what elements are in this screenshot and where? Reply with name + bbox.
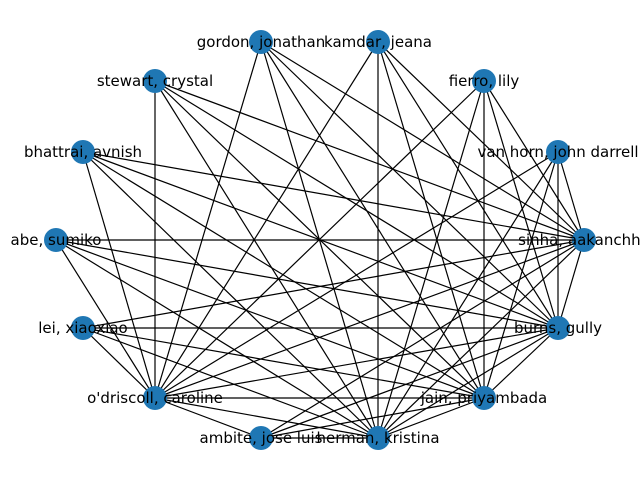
node-stewart[interactable] xyxy=(143,69,167,93)
edge-vanhorn-jain xyxy=(483,151,559,399)
edge-fierro-odriscoll xyxy=(154,80,485,399)
edge-bhattrai-odriscoll xyxy=(82,151,156,399)
node-burns[interactable] xyxy=(546,316,570,340)
edge-ambite-odriscoll xyxy=(154,397,262,439)
node-label-burns: burns, gully xyxy=(514,319,602,337)
graph-nodes xyxy=(44,30,596,450)
node-label-sinha: sinha, aakanchha xyxy=(518,231,640,249)
edge-vanhorn-herman xyxy=(377,151,559,439)
node-vanhorn[interactable] xyxy=(546,140,570,164)
edge-ambite-jain xyxy=(260,397,485,439)
edge-vanhorn-sinha xyxy=(557,151,585,241)
node-label-odriscoll: o'driscoll, caroline xyxy=(87,389,223,407)
edge-bhattrai-herman xyxy=(82,151,379,439)
node-label-vanhorn: van horn, john darrell xyxy=(477,143,638,161)
edge-burns-jain xyxy=(483,327,559,399)
node-herman[interactable] xyxy=(366,426,390,450)
node-kamdar[interactable] xyxy=(366,30,390,54)
node-label-kamdar: kamdar, jeana xyxy=(324,33,432,51)
node-label-fierro: fierro, lily xyxy=(449,72,520,90)
node-lei[interactable] xyxy=(71,316,95,340)
node-label-gordon: gordon, jonathan xyxy=(197,33,325,51)
edge-abe-odriscoll xyxy=(55,239,156,399)
edge-abe-jain xyxy=(55,239,485,399)
node-abe[interactable] xyxy=(44,228,68,252)
edge-gordon-jain xyxy=(260,41,485,399)
node-fierro[interactable] xyxy=(472,69,496,93)
edge-herman-burns xyxy=(377,327,559,439)
edge-herman-sinha xyxy=(377,239,585,439)
edge-kamdar-jain xyxy=(377,41,485,399)
edge-sinha-burns xyxy=(557,239,585,329)
edge-bhattrai-sinha xyxy=(82,151,585,241)
node-bhattrai[interactable] xyxy=(71,140,95,164)
edge-abe-burns xyxy=(55,239,559,329)
node-label-lei: lei, xiaoxiao xyxy=(38,319,127,337)
node-label-ambite: ambite, jose luis xyxy=(200,429,323,447)
edge-kamdar-sinha xyxy=(377,41,585,241)
node-ambite[interactable] xyxy=(249,426,273,450)
edge-fierro-burns xyxy=(483,80,559,329)
node-gordon[interactable] xyxy=(249,30,273,54)
edge-herman-jain xyxy=(377,397,485,439)
edge-odriscoll-sinha xyxy=(154,239,585,399)
edge-gordon-odriscoll xyxy=(154,41,262,399)
node-label-stewart: stewart, crystal xyxy=(97,72,213,90)
node-label-herman: herman, kristina xyxy=(316,429,439,447)
graph-edges xyxy=(55,41,585,439)
node-jain[interactable] xyxy=(472,386,496,410)
node-label-jain: jain, priyambada xyxy=(420,389,548,407)
edge-lei-odriscoll xyxy=(82,327,156,399)
edge-lei-jain xyxy=(82,327,485,399)
edge-odriscoll-burns xyxy=(154,327,559,399)
edge-stewart-sinha xyxy=(154,80,585,241)
edge-ambite-burns xyxy=(260,327,559,439)
edge-fierro-sinha xyxy=(483,80,585,241)
edge-kamdar-burns xyxy=(377,41,559,329)
edge-ambite-sinha xyxy=(260,239,585,439)
edge-vanhorn-odriscoll xyxy=(154,151,559,399)
node-label-bhattrai: bhattrai, avnish xyxy=(24,143,142,161)
edge-gordon-burns xyxy=(260,41,559,329)
node-odriscoll[interactable] xyxy=(143,386,167,410)
edge-lei-sinha xyxy=(82,239,585,329)
node-sinha[interactable] xyxy=(572,228,596,252)
edge-herman-odriscoll xyxy=(154,397,379,439)
edge-stewart-herman xyxy=(154,80,379,439)
edge-fierro-herman xyxy=(377,80,485,439)
node-label-abe: abe, sumiko xyxy=(11,231,102,249)
edge-lei-herman xyxy=(82,327,379,439)
